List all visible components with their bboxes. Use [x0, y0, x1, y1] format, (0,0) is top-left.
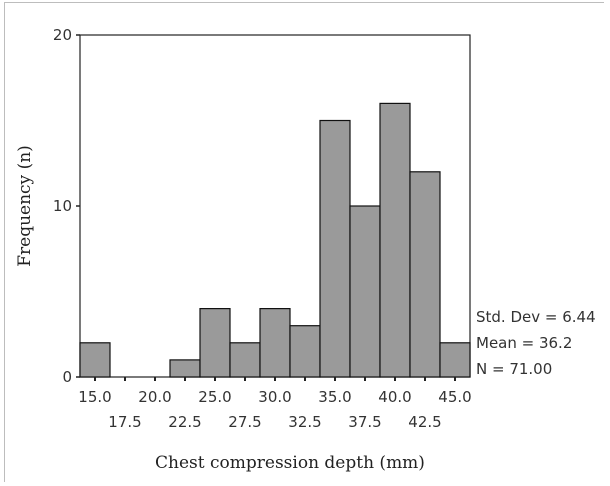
bar-40.0 [379, 102, 411, 378]
x-tick-label: 15.0 [78, 388, 111, 406]
y-tick-label: 0 [62, 368, 72, 386]
x-tick-label: 25.0 [198, 388, 231, 406]
bars-group [79, 102, 471, 378]
y-tick-label: 20 [53, 26, 72, 44]
bar-45.0 [439, 342, 471, 378]
x-tick-label: 45.0 [438, 388, 471, 406]
x-tick-label: 40.0 [378, 388, 411, 406]
x-tick-label: 30.0 [258, 388, 291, 406]
x-tick-label: 27.5 [228, 413, 261, 431]
x-tick-label: 37.5 [348, 413, 381, 431]
bar-35.0 [319, 119, 351, 378]
y-axis-ticks: 0 10 20 [53, 26, 80, 386]
y-axis-title: Frequency (n) [15, 145, 35, 267]
bar-25.0 [199, 308, 231, 378]
x-tick-label: 20.0 [138, 388, 171, 406]
stat-mean: Mean = 36.2 [476, 334, 572, 352]
x-tick-label: 17.5 [108, 413, 141, 431]
x-tick-label: 22.5 [168, 413, 201, 431]
x-axis-title: Chest compression depth (mm) [155, 453, 425, 473]
bar-42.5 [409, 171, 441, 378]
stat-std-dev: Std. Dev = 6.44 [476, 308, 596, 326]
x-tick-label: 42.5 [408, 413, 441, 431]
x-tick-label: 32.5 [288, 413, 321, 431]
x-axis-ticks: 15.0 20.0 25.0 30.0 35.0 40.0 45.0 17.5 22.5 27.5… [78, 377, 472, 431]
figure-frame [4, 2, 604, 482]
y-tick-label: 10 [53, 197, 72, 215]
bar-30.0 [259, 308, 291, 378]
stat-n: N = 71.00 [476, 360, 552, 378]
bar-15.0 [79, 342, 111, 378]
x-tick-label: 35.0 [318, 388, 351, 406]
bar-32.5 [289, 325, 321, 378]
bar-27.5 [229, 342, 261, 378]
bar-22.5 [169, 359, 201, 378]
bar-37.5 [349, 205, 381, 378]
